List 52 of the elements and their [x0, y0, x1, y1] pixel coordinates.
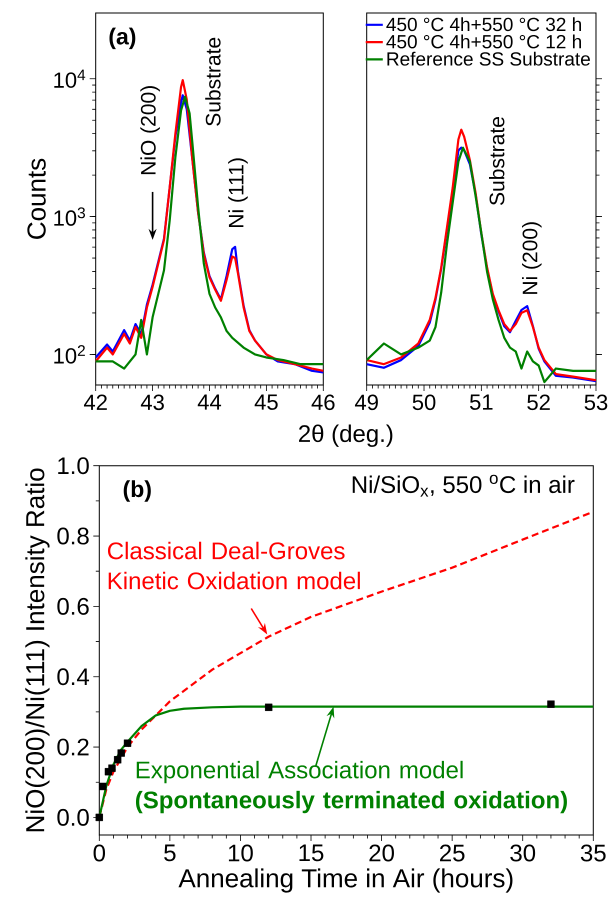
x-tick-label: 45 — [254, 394, 278, 410]
x-tick-label: 35 — [580, 844, 606, 862]
annotation: Ni (111) — [228, 158, 248, 227]
x-axis-title: Annealing Time in Air (hours) — [178, 868, 512, 893]
x-tick-label: 15 — [299, 844, 324, 862]
text: (b) — [124, 480, 151, 502]
x-tick-label: 5 — [164, 844, 176, 862]
annotation: Substrate — [488, 117, 504, 206]
y-tick-label: 10$^{3}$ — [54, 207, 85, 226]
annotation: Ni (200) — [522, 222, 542, 294]
y-axis-title: NiO(200)/Ni(111) Intensity Ratio — [25, 468, 50, 832]
y-tick-label: 10$^{4}$ — [54, 70, 86, 88]
x-tick-label: 0 — [94, 844, 106, 862]
y-tick-label: 0.4 — [57, 668, 90, 686]
point — [117, 749, 125, 757]
x-tick-label: 43 — [140, 394, 164, 410]
chart-subtitle: Ni/SiO$_{x}$, 550 $^{o}$C in air — [352, 474, 574, 497]
x-tick-label: 44 — [198, 394, 222, 410]
point — [264, 704, 272, 712]
y-tick-label: 0.8 — [57, 528, 89, 545]
x-axis-title: 2θ (deg.) — [299, 424, 392, 447]
x-tick-label: 46 — [312, 394, 335, 410]
x-tick-label: 20 — [369, 844, 394, 862]
x-tick-label: 42 — [84, 394, 107, 410]
x-tick-label: 49 — [354, 394, 378, 410]
x-tick-label: 30 — [510, 844, 536, 862]
x-tick-label: 51 — [470, 394, 493, 410]
point — [114, 756, 122, 764]
annotation: Classical Deal-Groves Kinetic Oxidation model — [108, 542, 360, 590]
legend-label: 450 °C 4h+550 °C 32 h — [386, 17, 581, 32]
y-tick-label: 1.0 — [58, 457, 89, 474]
legend-label: Reference SS Substrate — [387, 52, 590, 66]
y-tick-label: 0.2 — [57, 738, 89, 756]
legend-label: 450 °C 4h+550 °C 12 h — [386, 34, 581, 48]
y-tick-label: 0.0 — [57, 808, 89, 826]
x-tick-label: 52 — [527, 394, 550, 410]
annotation: Exponential Association model (Spontaneously terminated oxidation) — [136, 760, 567, 814]
point — [99, 782, 107, 790]
annotation: Substrate — [205, 38, 221, 126]
x-tick-label: 10 — [228, 844, 253, 862]
annotation: NiO (200) — [140, 86, 160, 174]
y-tick-label: 10$^{2}$ — [54, 345, 85, 364]
x-tick-label: 25 — [440, 844, 464, 862]
point — [547, 700, 555, 708]
x-tick-label: 50 — [412, 394, 436, 410]
point — [124, 739, 132, 747]
y-tick-label: 0.6 — [57, 598, 89, 615]
x-tick-label: 53 — [584, 394, 608, 410]
point — [96, 814, 103, 822]
point — [108, 764, 116, 772]
y-axis-title: Counts — [27, 158, 46, 239]
text: (a) — [109, 28, 136, 50]
